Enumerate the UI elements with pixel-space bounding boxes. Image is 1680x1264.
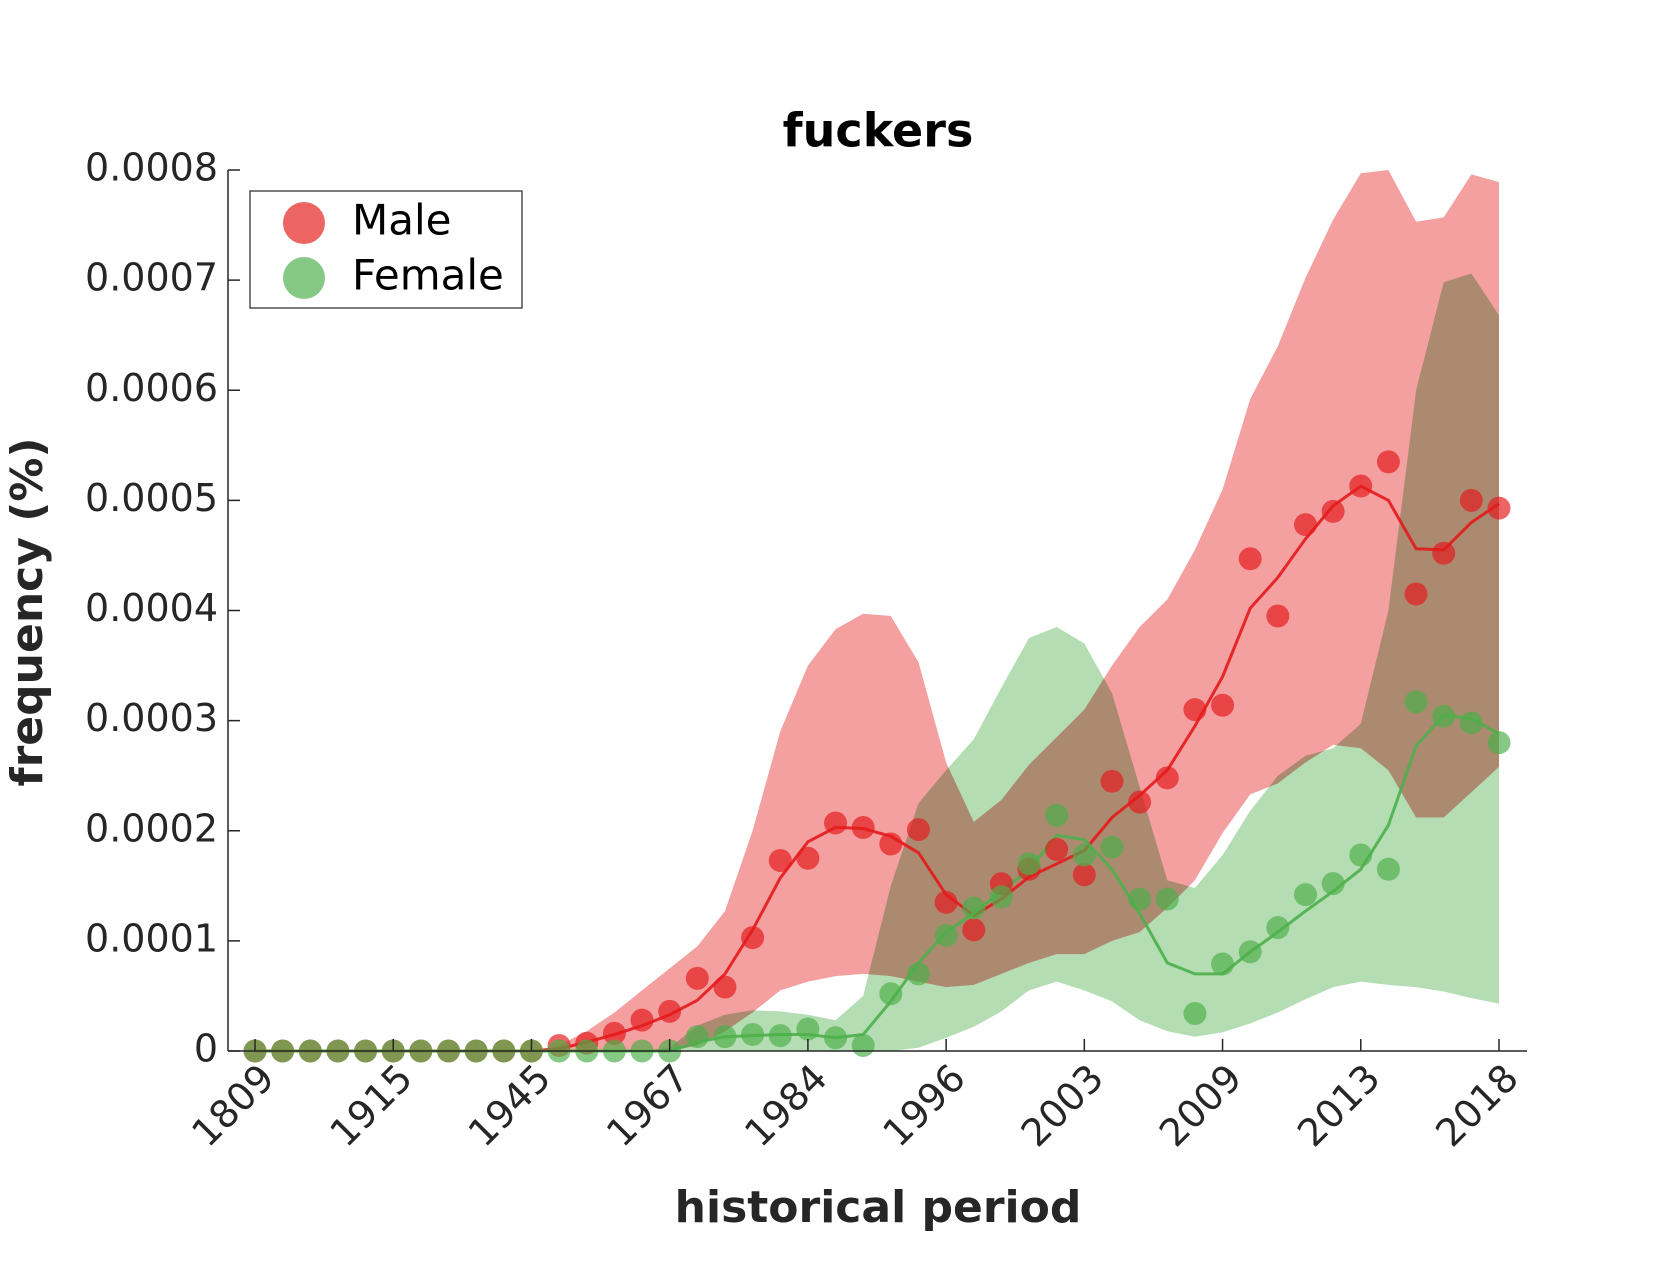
data-point (851, 815, 875, 839)
data-point (602, 1021, 626, 1045)
data-point (1183, 698, 1207, 722)
data-point (1321, 872, 1345, 896)
legend-label: Female (352, 251, 504, 300)
y-tick-label: 0.0003 (85, 696, 218, 740)
x-tick-label: 2003 (1013, 1056, 1113, 1156)
data-point (906, 818, 930, 842)
data-point (934, 923, 958, 947)
data-point (1432, 541, 1456, 565)
data-point (796, 846, 820, 870)
data-point (824, 811, 848, 835)
data-point (768, 1024, 792, 1048)
x-tick-label: 2009 (1151, 1056, 1251, 1156)
data-point (685, 966, 709, 990)
data-point (1155, 766, 1179, 790)
y-axis-label: frequency (%) (2, 437, 53, 786)
x-tick-label: 2013 (1289, 1056, 1389, 1156)
data-point (1017, 852, 1041, 876)
data-point (1183, 1002, 1207, 1026)
data-point (934, 890, 958, 914)
data-point (879, 832, 903, 856)
data-point (796, 1017, 820, 1041)
data-point (1487, 496, 1511, 520)
x-tick-label: 1945 (460, 1056, 560, 1156)
y-tick-label: 0.0002 (85, 806, 218, 850)
data-point (1432, 704, 1456, 728)
data-point (1072, 843, 1096, 867)
data-point (1045, 837, 1069, 861)
x-axis-label: historical period (675, 1182, 1082, 1233)
dots (243, 450, 1511, 1063)
y-tick-label: 0 (194, 1027, 218, 1071)
legend-marker (283, 257, 325, 299)
x-tick-label: 1967 (598, 1056, 698, 1156)
data-point (768, 848, 792, 872)
legend: Male Female (249, 190, 523, 309)
chart-title: fuckers (783, 104, 974, 158)
data-point (741, 926, 765, 950)
confidence-band (255, 273, 1499, 1051)
data-point (962, 896, 986, 920)
data-point (1238, 547, 1262, 571)
data-point (1155, 887, 1179, 911)
data-point (1100, 835, 1124, 859)
y-tick-label: 0.0005 (85, 476, 218, 520)
data-point (1211, 952, 1235, 976)
data-point (1459, 488, 1483, 512)
data-point (1376, 857, 1400, 881)
x-tick-label: 2018 (1427, 1056, 1527, 1156)
data-point (1376, 450, 1400, 474)
data-point (685, 1025, 709, 1049)
legend-marker (283, 202, 325, 244)
x-tick-label: 1984 (736, 1056, 836, 1156)
data-point (1128, 887, 1152, 911)
data-point (713, 1025, 737, 1049)
data-point (713, 975, 737, 999)
data-point (879, 982, 903, 1006)
data-point (1404, 690, 1428, 714)
data-point (1349, 474, 1373, 498)
data-point (630, 1008, 654, 1032)
legend-label: Male (352, 196, 451, 245)
confidence-band (255, 170, 1499, 1051)
bands (255, 170, 1499, 1051)
data-point (1293, 513, 1317, 537)
x-tick-label: 1809 (183, 1056, 283, 1156)
data-point (989, 885, 1013, 909)
data-point (1487, 731, 1511, 755)
data-point (1404, 582, 1428, 606)
x-tick-label: 1996 (874, 1056, 974, 1156)
data-point (1238, 940, 1262, 964)
data-point (1100, 769, 1124, 793)
data-point (1266, 604, 1290, 628)
y-tick-label: 0.0008 (85, 146, 218, 190)
data-point (1459, 711, 1483, 735)
data-point (1211, 693, 1235, 717)
x-tick-label: 1915 (322, 1056, 422, 1156)
data-point (741, 1022, 765, 1046)
y-tick-label: 0.0006 (85, 366, 218, 410)
data-point (1266, 916, 1290, 940)
data-point (824, 1026, 848, 1050)
data-point (962, 918, 986, 942)
data-point (1321, 499, 1345, 523)
data-point (906, 962, 930, 986)
data-point (1045, 803, 1069, 827)
data-point (1072, 863, 1096, 887)
data-point (851, 1033, 875, 1057)
data-point (1349, 843, 1373, 867)
y-tick-label: 0.0004 (85, 586, 218, 630)
data-point (1128, 790, 1152, 814)
y-tick-label: 0.0001 (85, 916, 218, 960)
y-tick-label: 0.0007 (85, 256, 218, 300)
data-point (1293, 883, 1317, 907)
data-point (658, 999, 682, 1023)
